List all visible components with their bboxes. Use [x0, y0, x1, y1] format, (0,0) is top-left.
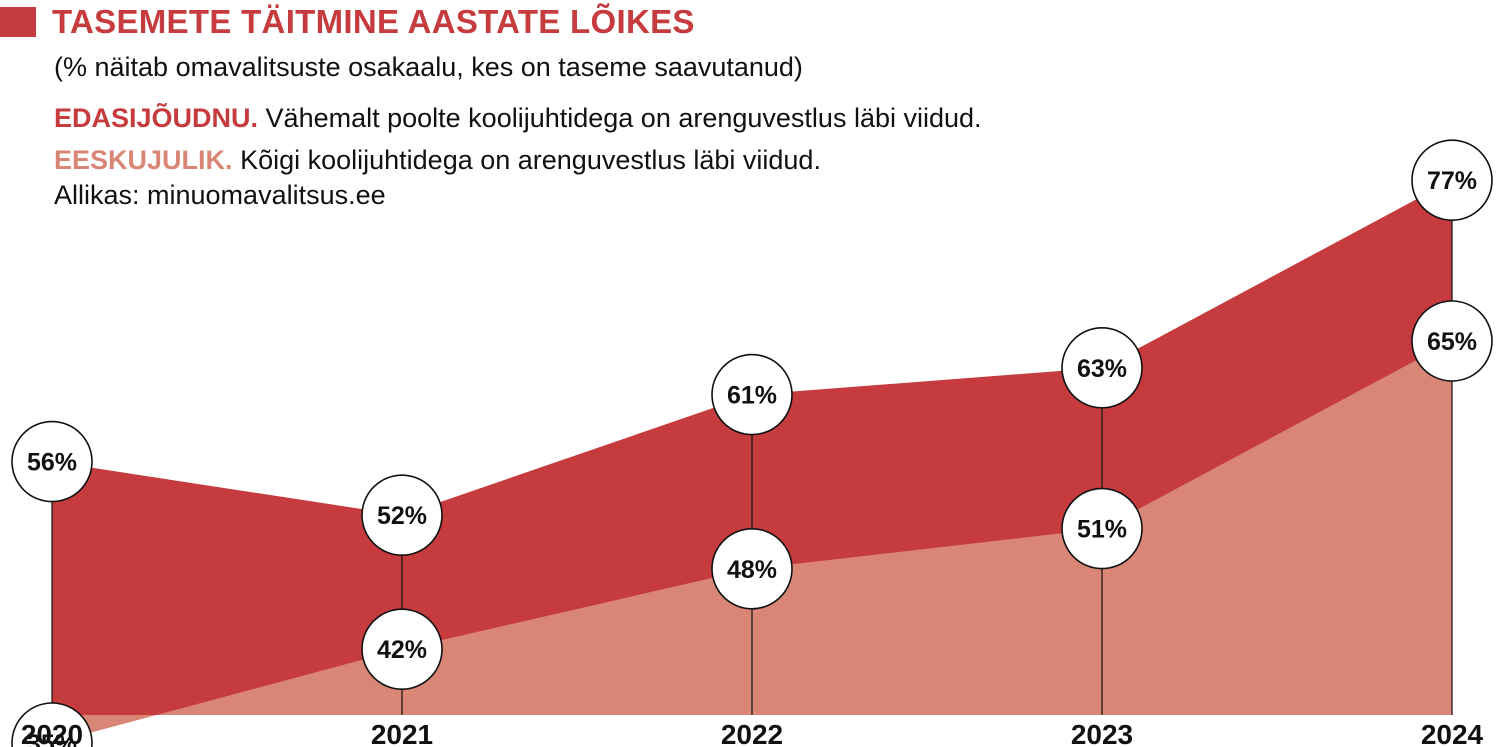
advanced-2024-label: 77% — [1427, 167, 1477, 195]
advanced-2020-bubble — [11, 420, 93, 503]
exemplary-2020-bubble — [11, 702, 93, 747]
x-tick-2024: 2024 — [1421, 719, 1484, 747]
exemplary-2021-bubble — [361, 608, 443, 691]
legend-exemplary: EESKUJULIK. Kõigi koolijuhtidega on aren… — [54, 145, 821, 176]
exemplary-2023-bubble — [1061, 487, 1143, 570]
chart-subtitle: (% näitab omavalitsuste osakaalu, kes on… — [54, 52, 803, 82]
exemplary-2024-bubble — [1411, 300, 1493, 382]
advanced-2023-bubble — [1061, 326, 1143, 409]
advanced-2021-bubble — [361, 474, 443, 557]
advanced-2022-label: 61% — [727, 382, 777, 410]
x-tick-2021: 2021 — [371, 719, 433, 747]
exemplary-2021-label: 42% — [377, 636, 427, 664]
exemplary-2024-label: 65% — [1427, 328, 1477, 356]
legend-advanced: EDASIJÕUDNU. Vähemalt poolte koolijuhtid… — [54, 103, 982, 134]
exemplary-2022-label: 48% — [727, 556, 777, 584]
exemplary-2020-label: 35% — [27, 730, 77, 747]
legend-advanced-text: Vähemalt poolte koolijuhtidega on arengu… — [265, 103, 982, 133]
x-tick-2023: 2023 — [1071, 719, 1133, 747]
title-row: TASEMETE TÄITMINE AASTATE LÕIKES — [0, 2, 695, 42]
chart-title: TASEMETE TÄITMINE AASTATE LÕIKES — [52, 3, 695, 40]
advanced-2023-label: 63% — [1077, 355, 1127, 383]
legend-exemplary-key: EESKUJULIK. — [54, 145, 233, 175]
advanced-2022-bubble — [711, 353, 793, 436]
advanced-2021-label: 52% — [377, 502, 427, 530]
x-tick-2022: 2022 — [721, 719, 783, 747]
source-note: Allikas: minuomavalitsus.ee — [54, 180, 386, 210]
x-tick-2020: 2020 — [21, 719, 83, 747]
exemplary-2022-bubble — [711, 527, 793, 610]
title-marker — [0, 7, 36, 37]
exemplary-2023-label: 51% — [1077, 516, 1127, 544]
legend-advanced-key: EDASIJÕUDNU. — [54, 103, 259, 133]
advanced-2020-label: 56% — [27, 449, 77, 477]
legend-exemplary-text: Kõigi koolijuhtidega on arenguvestlus lä… — [240, 145, 821, 175]
advanced-2024-bubble — [1411, 139, 1493, 221]
